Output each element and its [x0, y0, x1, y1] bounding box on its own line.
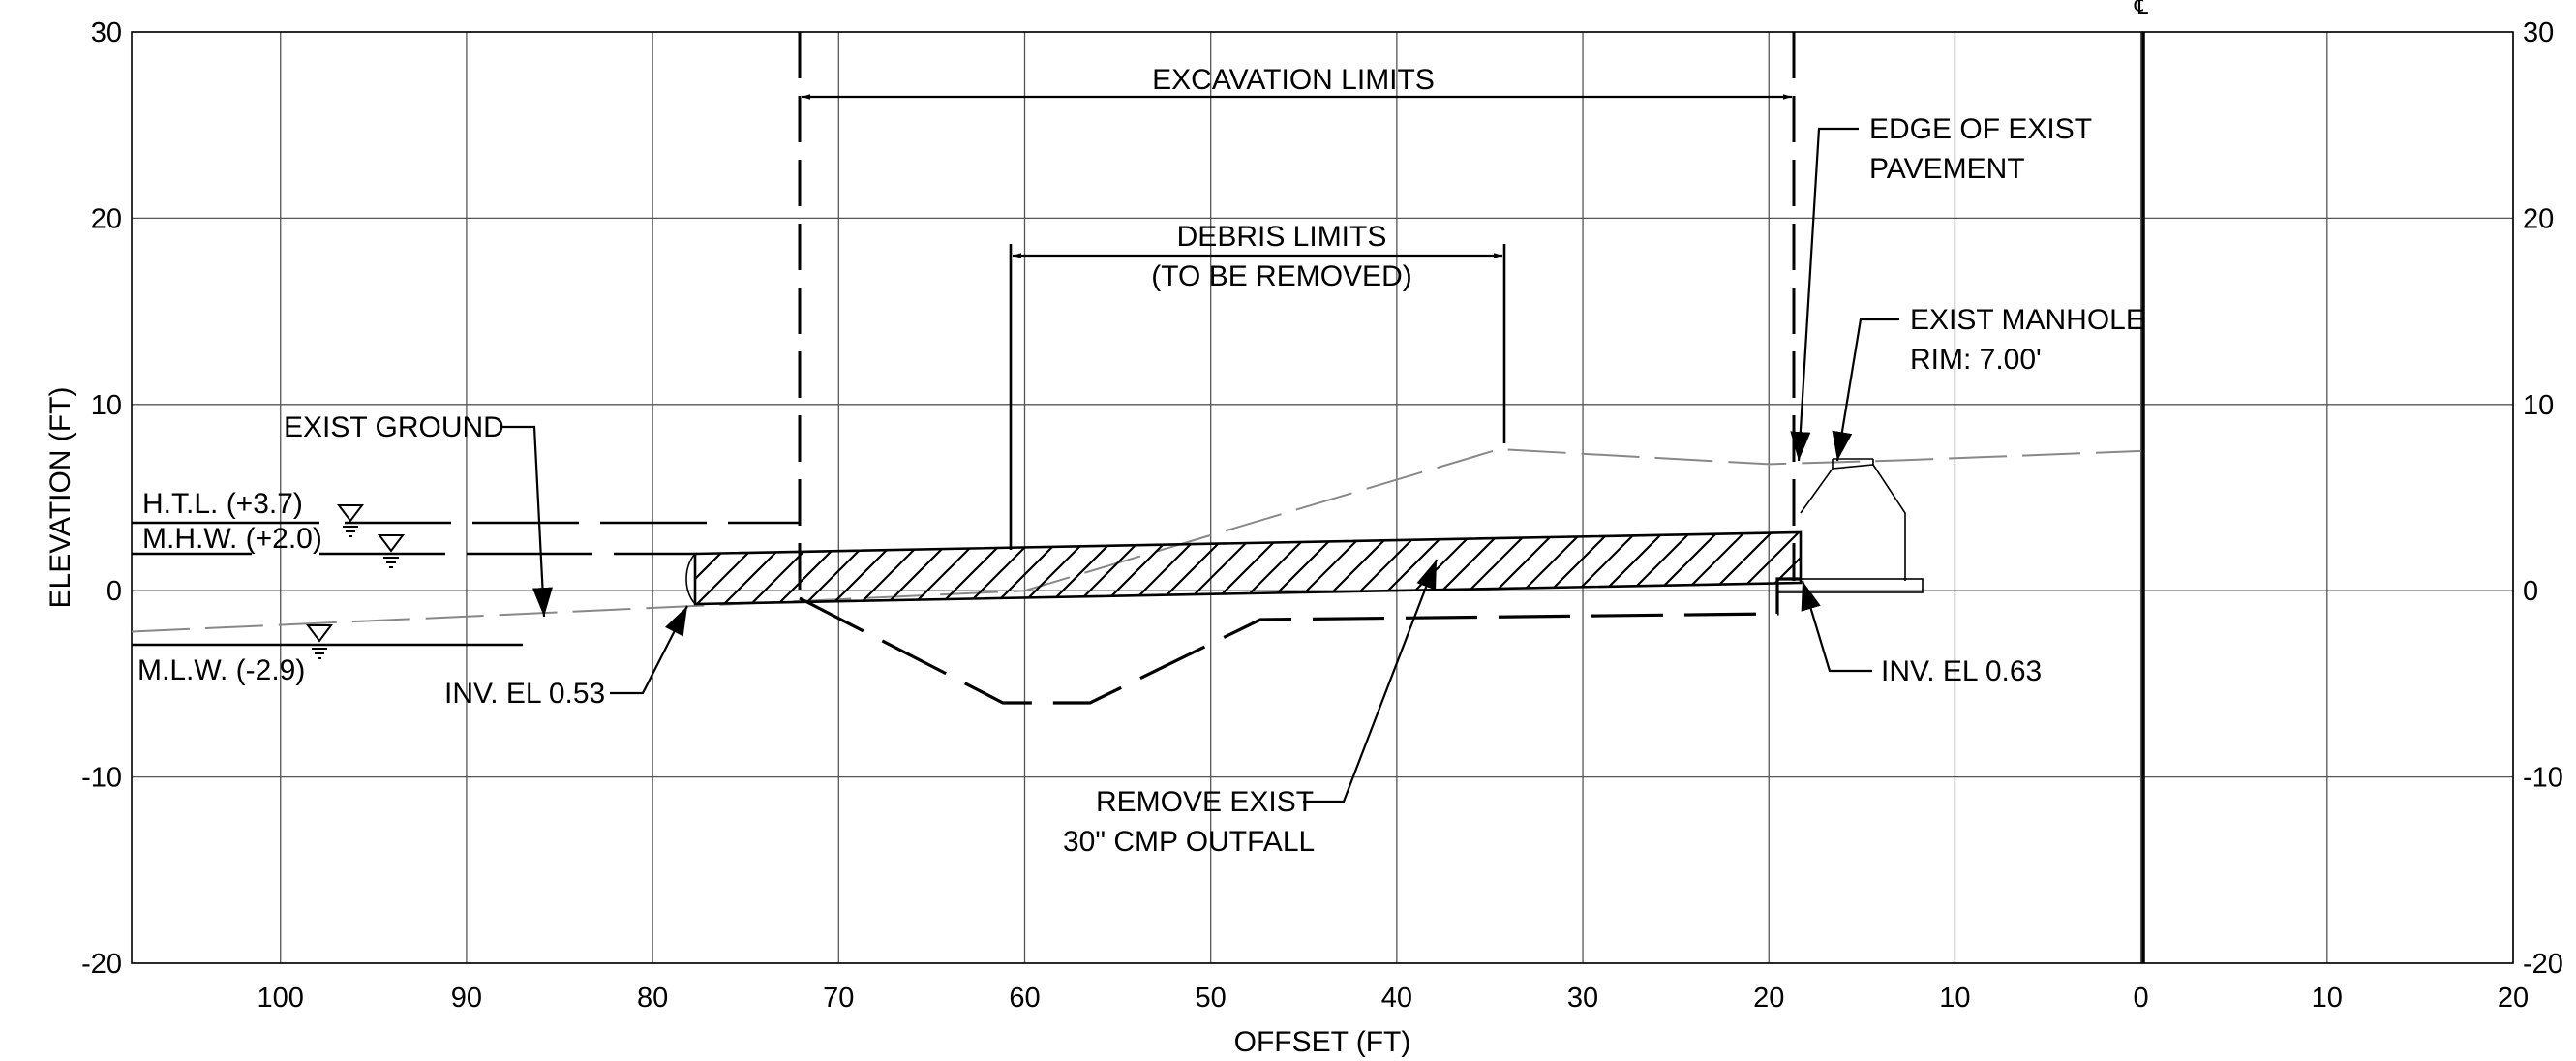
- manhole-leader: [1832, 318, 1899, 462]
- manhole-label-line2: RIM: 7.00': [1910, 344, 2042, 376]
- edge-pavement-label-line1: EDGE OF EXIST: [1869, 113, 2092, 145]
- y-tick-labels-left: 30 20 10 0 -10 -20: [81, 17, 122, 980]
- remove-outfall-leader: [1303, 559, 1439, 803]
- exist-ground-leader: [500, 425, 553, 618]
- x-tick-label: 10: [2312, 983, 2343, 1014]
- x-tick-label: 50: [1196, 983, 1227, 1014]
- remove-outfall-label-line1: REMOVE EXIST: [1096, 786, 1314, 818]
- x-tick-label: 70: [823, 983, 854, 1014]
- x-tick-labels: 100 90 80 70 60 50 40 30 20 10 0 10 20: [258, 983, 2530, 1014]
- y-tick-label-left: 20: [91, 203, 122, 234]
- plot-frame: [131, 31, 2514, 964]
- y-tick-label-right: -20: [2523, 949, 2563, 980]
- y-tick-labels-right: 30 20 10 0 -10 -20: [2523, 17, 2563, 980]
- inv-left-label: INV. EL 0.53: [444, 678, 605, 710]
- y-tick-label-left: 10: [91, 390, 122, 421]
- y-tick-label-left: -20: [81, 949, 122, 980]
- inv-left-leader: [610, 605, 688, 695]
- water-surface-symbol-mlw: [306, 624, 333, 659]
- exist-ground-line: [131, 447, 2141, 633]
- inv-right-leader: [1801, 580, 1872, 673]
- manhole-label-line1: EXIST MANHOLE: [1910, 304, 2145, 336]
- x-tick-label: 40: [1381, 983, 1412, 1014]
- x-tick-label: 10: [1939, 983, 1970, 1014]
- grid: [132, 31, 2514, 964]
- edge-pavement-label-line2: PAVEMENT: [1869, 153, 2025, 185]
- x-tick-label: 60: [1009, 983, 1040, 1014]
- x-tick-label: 0: [2134, 983, 2149, 1014]
- edge-pavement-leader: [1790, 127, 1859, 462]
- x-tick-label: 20: [1753, 983, 1784, 1014]
- y-tick-label-left: -10: [81, 763, 122, 794]
- excavation-limits-label: EXCAVATION LIMITS: [1152, 64, 1435, 96]
- centerline-symbol: ℄: [2134, 0, 2149, 18]
- x-tick-label: 90: [451, 983, 482, 1014]
- x-tick-label: 30: [1567, 983, 1598, 1014]
- exist-manhole: [1776, 458, 1924, 593]
- mlw-label: M.L.W. (-2.9): [137, 654, 305, 686]
- water-surface-symbol-mhw: [378, 534, 405, 568]
- exist-ground-label: EXIST GROUND: [284, 411, 504, 443]
- remove-outfall-label-line2: 30" CMP OUTFALL: [1063, 826, 1315, 858]
- pipe-invert-line: [694, 582, 1802, 605]
- debris-limits-label: DEBRIS LIMITS: [1177, 221, 1387, 253]
- x-tick-label: 100: [258, 983, 304, 1014]
- y-tick-label-right: 0: [2523, 576, 2538, 607]
- pipe-end-left: [685, 553, 696, 605]
- inv-right-label: INV. EL 0.63: [1881, 655, 2042, 687]
- y-tick-label-left: 0: [106, 576, 122, 607]
- y-tick-label-left: 30: [91, 17, 122, 48]
- water-surface-symbol-htl: [337, 504, 364, 537]
- y-axis-title: ELEVATION (FT): [45, 387, 76, 609]
- x-tick-label: 80: [637, 983, 668, 1014]
- htl-label: H.T.L. (+3.7): [142, 488, 303, 520]
- y-tick-label-right: 30: [2523, 17, 2554, 48]
- x-tick-label: 20: [2498, 983, 2529, 1014]
- debris-limits-sublabel: (TO BE REMOVED): [1151, 260, 1411, 292]
- x-axis-title: OFFSET (FT): [1234, 1026, 1411, 1058]
- y-tick-label-right: 10: [2523, 390, 2554, 421]
- y-tick-label-right: 20: [2523, 203, 2554, 234]
- mhw-label: M.H.W. (+2.0): [142, 523, 322, 555]
- y-tick-label-right: -10: [2523, 763, 2563, 794]
